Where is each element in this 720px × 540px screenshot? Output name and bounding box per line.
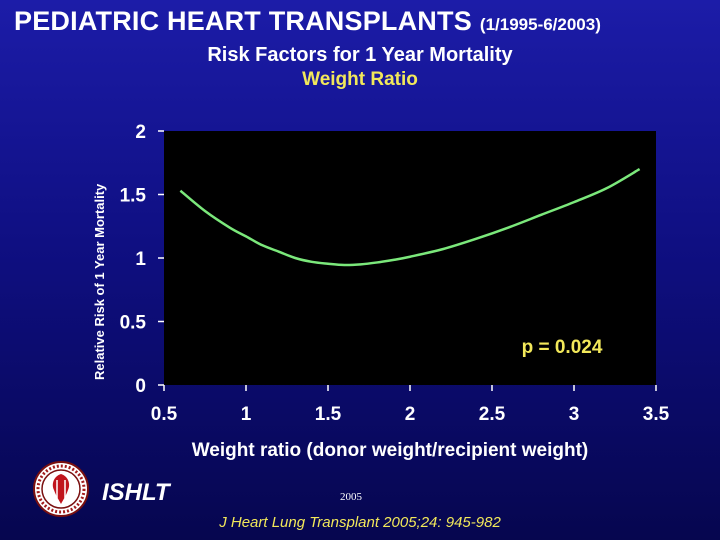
x-axis-tick-labels: 0.5 1 1.5 2 2.5 3 3.5 xyxy=(151,404,670,425)
x-tick-label: 3 xyxy=(569,404,580,425)
x-tick-label: 2 xyxy=(405,404,416,425)
chart-subtitle: Risk Factors for 1 Year Mortality xyxy=(207,44,513,66)
y-tick-label: 2 xyxy=(135,122,146,143)
title-main: PEDIATRIC HEART TRANSPLANTS xyxy=(14,6,472,36)
x-tick-label: 2.5 xyxy=(479,404,506,425)
x-tick-label: 0.5 xyxy=(151,404,178,425)
x-axis-ticks xyxy=(163,385,657,391)
x-axis-label: Weight ratio (donor weight/recipient wei… xyxy=(191,440,589,461)
x-tick-label: 1.5 xyxy=(315,404,342,425)
title-date-range: (1/1995-6/2003) xyxy=(479,15,601,34)
x-tick-label: 1 xyxy=(241,404,252,425)
y-tick-label: 0.5 xyxy=(120,313,147,334)
publication-year: 2005 xyxy=(340,491,362,503)
p-value-annotation: p = 0.024 xyxy=(522,337,603,358)
risk-curve-line xyxy=(179,168,641,267)
ishlt-logo xyxy=(33,461,89,517)
y-axis-label: Relative Risk of 1 Year Mortality xyxy=(92,183,107,380)
y-tick-label: 1.5 xyxy=(120,186,147,207)
y-axis-ticks xyxy=(158,130,164,386)
y-axis-tick-labels: 0 0.5 1 1.5 2 xyxy=(120,122,147,397)
x-tick-label: 3.5 xyxy=(643,404,670,425)
y-tick-label: 1 xyxy=(135,249,146,270)
y-tick-label: 0 xyxy=(135,376,146,397)
slide-title: PEDIATRIC HEART TRANSPLANTS (1/1995-6/200… xyxy=(14,6,601,37)
organization-name: ISHLT xyxy=(102,479,170,506)
chart-subtitle-highlight: Weight Ratio xyxy=(302,69,418,90)
citation: J Heart Lung Transplant 2005;24: 945-982 xyxy=(219,514,501,531)
